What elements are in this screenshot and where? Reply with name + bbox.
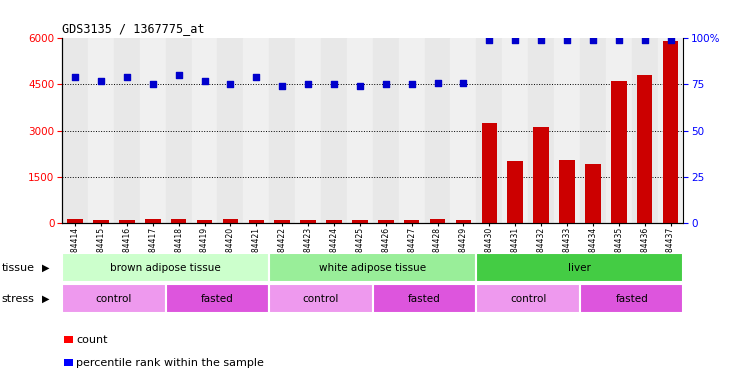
Text: tissue: tissue <box>1 263 34 273</box>
Bar <box>62 253 269 282</box>
Text: percentile rank within the sample: percentile rank within the sample <box>76 358 264 368</box>
Point <box>95 78 107 84</box>
Bar <box>455 220 471 223</box>
Bar <box>62 38 88 223</box>
Point <box>587 37 599 43</box>
Bar <box>450 38 477 223</box>
Point <box>639 37 651 43</box>
Bar <box>326 220 342 223</box>
Text: ▶: ▶ <box>42 263 50 273</box>
Text: brown adipose tissue: brown adipose tissue <box>110 263 221 273</box>
Bar <box>611 81 626 223</box>
Bar <box>321 38 347 223</box>
Point <box>664 37 676 43</box>
Bar <box>378 220 393 223</box>
Bar <box>119 220 135 223</box>
Point <box>483 37 495 43</box>
Bar <box>502 38 528 223</box>
Point <box>432 79 444 86</box>
Text: fasted: fasted <box>616 293 648 304</box>
Point <box>354 83 366 89</box>
Bar <box>528 38 554 223</box>
Bar <box>482 123 497 223</box>
Bar <box>534 127 549 223</box>
Point <box>510 37 521 43</box>
Bar <box>274 220 290 223</box>
Bar <box>223 219 238 223</box>
Bar <box>300 220 316 223</box>
Bar <box>637 75 652 223</box>
Bar <box>171 220 186 223</box>
Bar <box>114 38 140 223</box>
Bar <box>477 38 502 223</box>
Point <box>328 81 340 88</box>
Point <box>613 37 624 43</box>
Bar <box>295 38 321 223</box>
Bar <box>632 38 658 223</box>
Text: white adipose tissue: white adipose tissue <box>319 263 426 273</box>
Bar <box>663 41 678 223</box>
Bar <box>62 284 166 313</box>
Bar <box>559 160 575 223</box>
Bar <box>477 253 683 282</box>
Point <box>276 83 288 89</box>
Text: ▶: ▶ <box>42 293 50 304</box>
Text: control: control <box>96 293 132 304</box>
Text: fasted: fasted <box>408 293 441 304</box>
Bar <box>64 359 73 366</box>
Point <box>380 81 392 88</box>
Bar <box>243 38 269 223</box>
Bar <box>67 219 83 223</box>
Bar <box>88 38 114 223</box>
Bar <box>218 38 243 223</box>
Bar <box>269 38 295 223</box>
Bar <box>269 253 477 282</box>
Bar <box>197 220 212 223</box>
Text: count: count <box>76 335 107 345</box>
Bar <box>580 38 606 223</box>
Bar <box>398 38 425 223</box>
Point <box>302 81 314 88</box>
Bar <box>585 164 601 223</box>
Bar <box>580 284 683 313</box>
Bar <box>606 38 632 223</box>
Text: liver: liver <box>569 263 591 273</box>
Point <box>535 37 547 43</box>
Bar <box>94 220 109 223</box>
Point <box>224 81 236 88</box>
Point <box>147 81 159 88</box>
Text: stress: stress <box>1 293 34 304</box>
Bar <box>658 38 683 223</box>
Bar <box>425 38 450 223</box>
Bar <box>269 284 373 313</box>
Point <box>121 74 133 80</box>
Point <box>173 72 184 78</box>
Bar <box>373 284 477 313</box>
Bar <box>352 220 368 223</box>
Bar <box>166 38 192 223</box>
Bar <box>507 161 523 223</box>
Bar <box>347 38 373 223</box>
Bar <box>404 220 420 223</box>
Bar <box>430 219 445 223</box>
Text: fasted: fasted <box>201 293 234 304</box>
Text: control: control <box>510 293 546 304</box>
Text: control: control <box>303 293 339 304</box>
Point <box>561 37 573 43</box>
Bar <box>477 284 580 313</box>
Bar <box>140 38 166 223</box>
Point <box>69 74 81 80</box>
Point <box>199 78 211 84</box>
Bar <box>554 38 580 223</box>
Bar <box>373 38 398 223</box>
Bar <box>64 336 73 343</box>
Bar <box>249 220 264 223</box>
Bar <box>166 284 269 313</box>
Text: GDS3135 / 1367775_at: GDS3135 / 1367775_at <box>62 22 205 35</box>
Bar <box>145 219 161 223</box>
Bar <box>192 38 218 223</box>
Point <box>458 79 469 86</box>
Point <box>406 81 417 88</box>
Point <box>251 74 262 80</box>
